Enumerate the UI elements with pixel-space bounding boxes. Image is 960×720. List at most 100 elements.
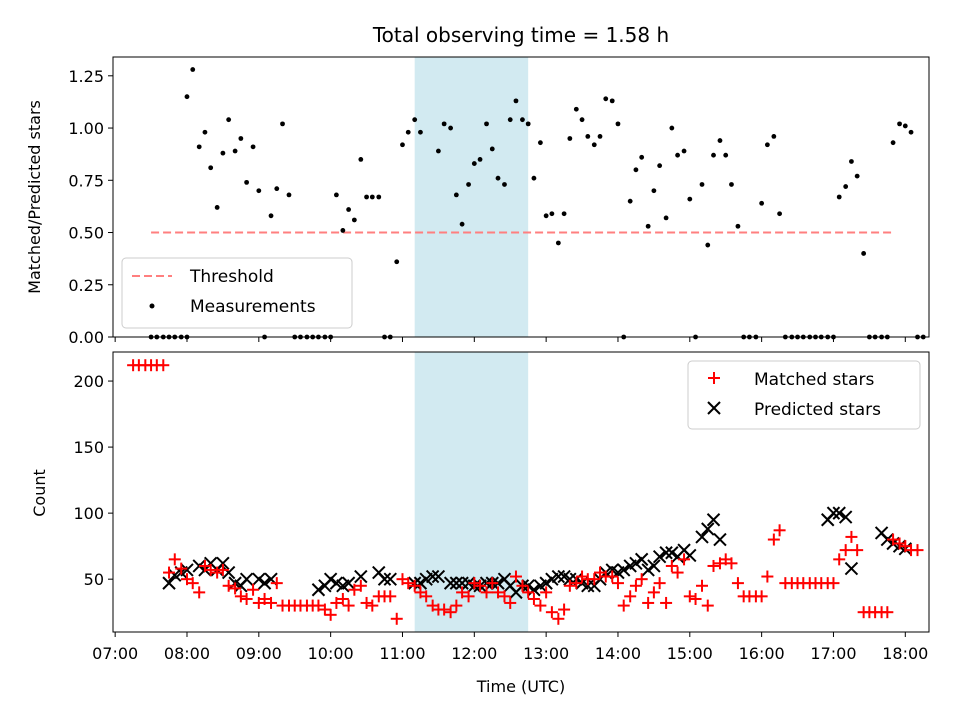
predicted-point [527,583,541,597]
measurement-point [280,121,285,127]
matched-point [456,586,469,599]
matched-point [540,586,553,599]
measurement-point [466,182,471,187]
measurement-point [525,121,531,127]
measurement-point [214,205,220,210]
matched-point [504,596,517,609]
measurement-point [651,188,657,194]
measurement-point [633,167,639,173]
measurement-point [394,259,400,265]
predicted-point [713,532,727,547]
measurement-point [232,148,238,154]
matched-point [498,590,511,603]
measurement-point [471,161,477,166]
measurement-point [502,182,507,187]
bottom-legend-box [687,360,921,430]
bottom-y-ticks: 50 100 150 200 [73,372,113,589]
matched-point [725,557,738,570]
matched-point [348,583,361,596]
bottom-x-tick-label: 14:00 [595,644,641,663]
measurement-point [226,117,232,123]
matched-point [707,559,720,572]
measurement-point [459,221,465,227]
matched-point [222,579,235,592]
bottom-x-tick-label: 08:00 [164,644,210,663]
matched-point [647,586,660,599]
bottom-x-tick-label: 11:00 [379,644,425,663]
measurement-point [537,140,543,146]
matched-point [211,566,224,579]
measurement-point [549,211,555,217]
matched-point [157,359,170,372]
predicted-point [641,563,655,577]
matched-point [588,573,601,586]
bottom-x-tick-label: 17:00 [810,644,856,663]
predicted-point [413,576,428,590]
measurement-point [705,242,711,248]
measurement-point [902,123,908,129]
measurement-point [843,184,849,189]
matched-point [665,559,678,572]
predicted-point [311,583,326,597]
matched-point [247,583,260,596]
top-y-tick-label: 0.75 [68,171,104,190]
measurement-point [777,211,782,217]
predicted-point [443,576,458,590]
matched-point [312,599,325,612]
matched-point [671,566,684,579]
matched-point [683,590,696,603]
predicted-point [652,550,667,564]
top-y-tick-label: 0.50 [68,224,104,243]
measurement-point [687,196,693,202]
predicted-point [455,576,469,590]
predicted-point [647,559,661,573]
top-y-tick-label: 0.00 [68,328,104,347]
measurement-point [681,148,687,154]
matched-point [354,579,367,592]
measurement-point [202,129,208,135]
measurement-point [520,117,525,123]
legend-matched-swatch [708,372,720,384]
matched-point [444,606,457,619]
measurement-point [567,136,573,141]
matched-point [408,579,421,592]
matched-point [827,577,840,590]
measurement-point [531,175,537,181]
measurement-point [484,121,489,127]
measurement-point [854,173,860,179]
measurement-point [453,192,459,198]
measurement-point [489,146,495,152]
matched-point [678,553,691,566]
predicted-point [826,506,841,520]
predicted-point [431,569,446,584]
measurement-point [340,228,346,233]
matched-point [509,570,522,583]
legend-matched-label: Matched stars [754,370,874,390]
matched-point [438,603,451,616]
measurement-point [268,213,274,219]
matched-point [527,592,540,605]
predicted-point [701,522,715,536]
measurement-point [250,144,256,150]
measurement-point [435,148,441,154]
measurement-point [836,194,842,200]
measurement-point [274,186,280,192]
measurement-point [597,134,603,139]
legend-measurements-swatch [149,303,155,309]
matched-point [767,533,780,546]
bottom-x-tick-label: 09:00 [236,644,282,663]
matched-point [563,579,576,592]
bottom-x-tick-label: 07:00 [92,644,138,663]
measurement-points [148,67,926,340]
predicted-point [832,506,846,520]
matched-point [270,577,283,590]
measurement-point [543,213,549,219]
matched-point [635,573,648,586]
matched-point [384,590,397,603]
matched-point [318,603,331,616]
bottom-legend: Matched stars Predicted stars [687,360,921,430]
measurement-point [376,194,382,200]
matched-point [229,582,242,595]
legend-predicted-label: Predicted stars [754,400,881,420]
legend-measurements-label: Measurements [190,297,316,317]
